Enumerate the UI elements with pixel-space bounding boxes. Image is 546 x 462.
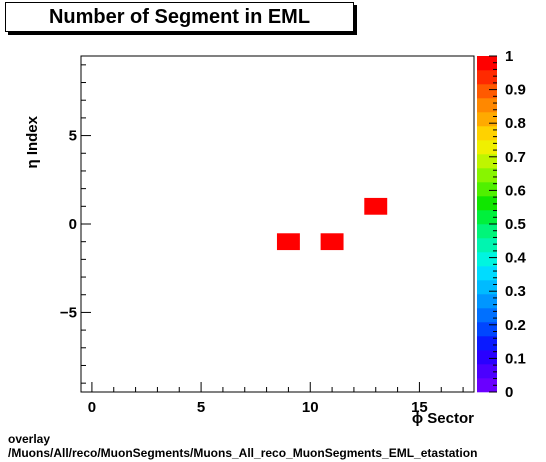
y-axis-title: η Index (24, 115, 41, 168)
footer-line-2: /Muons/All/reco/MuonSegments/Muons_All_r… (8, 446, 478, 460)
color-scale-step (477, 308, 497, 323)
x-tick-label: 10 (302, 399, 319, 416)
color-scale-step (477, 84, 497, 99)
color-scale-label: 0.5 (505, 216, 526, 233)
color-scale-label: 1 (505, 48, 513, 65)
color-scale-step (477, 154, 497, 169)
heatmap-cell (320, 233, 344, 251)
color-scale-step (477, 280, 497, 295)
color-scale-label: 0.3 (505, 283, 526, 300)
color-scale-label: 0 (505, 384, 513, 401)
color-scale-step (477, 350, 497, 365)
x-tick-label: 15 (411, 399, 428, 416)
heatmap-cell (364, 197, 388, 215)
color-scale-step (477, 378, 497, 393)
y-tick-label: −5 (60, 304, 77, 321)
color-scale-step (477, 168, 497, 183)
color-scale-step (477, 364, 497, 379)
color-scale-step (477, 294, 497, 309)
color-scale-label: 0.8 (505, 115, 526, 132)
color-scale-label: 0.4 (505, 250, 527, 267)
color-scale-step (477, 266, 497, 281)
color-scale-step (477, 252, 497, 267)
x-tick-label: 0 (88, 399, 96, 416)
color-scale-step (477, 238, 497, 253)
color-scale-step (477, 98, 497, 113)
color-scale-step (477, 224, 497, 239)
color-scale-step (477, 336, 497, 351)
x-tick-labels: 0 5 10 15 (88, 399, 428, 416)
plot-frame (80, 55, 475, 393)
color-scale-step (477, 210, 497, 225)
color-scale-label: 0.1 (505, 350, 526, 367)
color-scale (477, 56, 497, 393)
color-scale-step (477, 140, 497, 155)
footer-path: overlay /Muons/All/reco/MuonSegments/Muo… (8, 432, 477, 460)
x-tick-label: 5 (197, 399, 205, 416)
chart-title-box: Number of Segment in EML (5, 2, 354, 32)
y-tick-label: 5 (69, 128, 77, 145)
color-scale-label: 0.6 (505, 182, 526, 199)
color-scale-step (477, 196, 497, 211)
color-scale-step (477, 56, 497, 71)
color-scale-labels: 0 0.1 0.2 0.3 0.4 0.5 0.6 0.7 0.8 0.9 1 (489, 48, 527, 401)
y-tick-label: 0 (69, 216, 77, 233)
color-scale-step (477, 70, 497, 85)
color-scale-step (477, 322, 497, 337)
footer-line-1: overlay (8, 432, 51, 446)
color-scale-step (477, 182, 497, 197)
heatmap-cell (276, 233, 300, 251)
heatmap-cells (276, 197, 388, 251)
y-tick-labels: −5 0 5 (60, 128, 77, 322)
x-axis-title: ϕ Sector (412, 410, 474, 427)
color-scale-step (477, 112, 497, 127)
color-scale-label: 0.7 (505, 149, 526, 166)
color-scale-label: 0.9 (505, 82, 526, 99)
color-scale-step (477, 126, 497, 141)
axis-ticks (81, 64, 464, 392)
chart-title: Number of Segment in EML (48, 6, 311, 28)
color-scale-label: 0.2 (505, 317, 526, 334)
